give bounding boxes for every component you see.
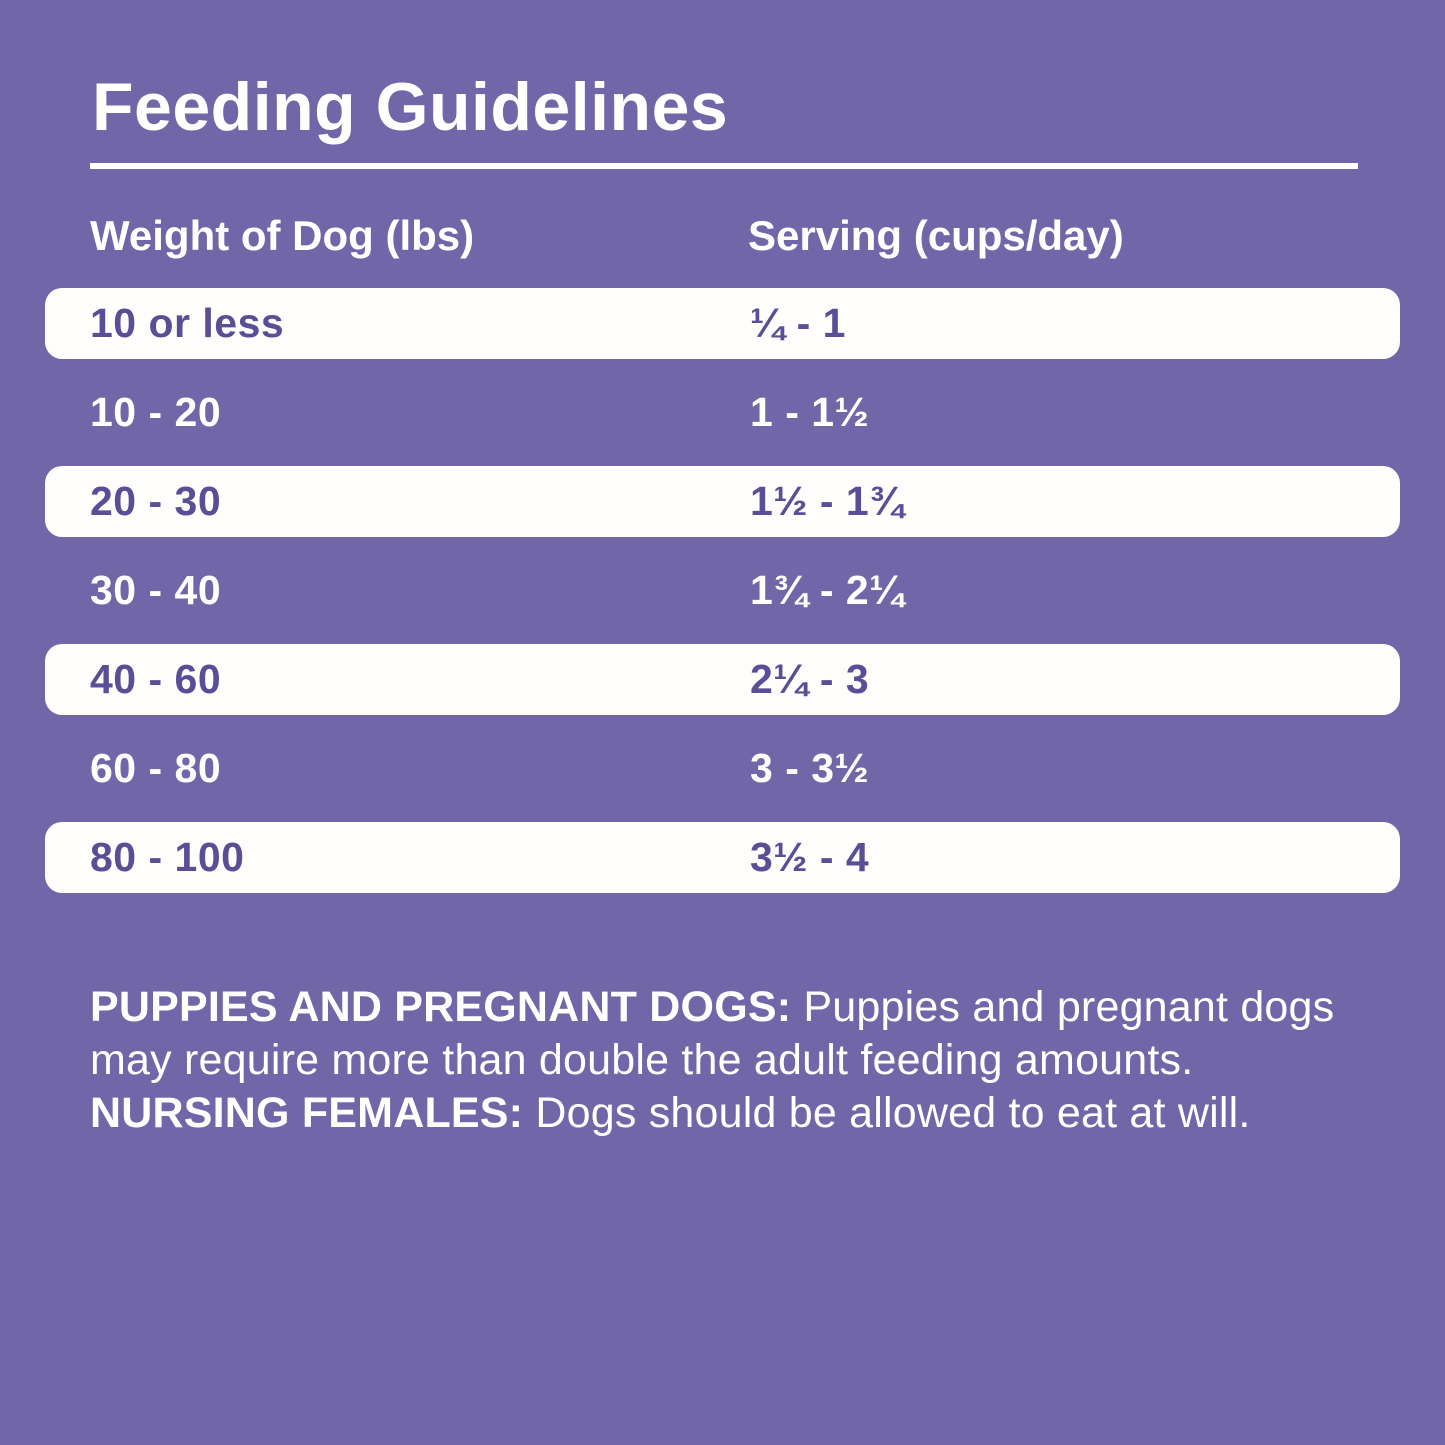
note-heading-segment: PUPPIES AND PREGNANT DOGS: xyxy=(90,983,804,1031)
table-row: 10 or less ¼ - 1 xyxy=(0,279,1445,368)
table-row: 10 - 20 1 - 1½ xyxy=(0,368,1445,457)
weight-cell: 40 - 60 xyxy=(90,656,222,702)
weight-cell: 80 - 100 xyxy=(90,834,245,880)
serving-cell: 3 - 3½ xyxy=(750,745,870,791)
serving-cell: 2¼ - 3 xyxy=(750,656,870,702)
table-row: 30 - 40 1¾ - 2¼ xyxy=(0,546,1445,635)
serving-cell: 3½ - 4 xyxy=(750,834,870,880)
column-header-weight: Weight of Dog (lbs) xyxy=(90,212,475,259)
table-header-row: Weight of Dog (lbs) Serving (cups/day) xyxy=(0,212,1445,262)
weight-cell: 30 - 40 xyxy=(90,567,222,613)
serving-cell: ¼ - 1 xyxy=(750,300,846,346)
serving-cell: 1½ - 1¾ xyxy=(750,478,904,524)
feeding-notes: PUPPIES AND PREGNANT DOGS: Puppies and p… xyxy=(90,981,1382,1140)
row-highlight-band xyxy=(45,466,1400,537)
row-highlight-band xyxy=(45,644,1400,715)
serving-cell: 1¾ - 2¼ xyxy=(750,567,904,613)
weight-cell: 10 - 20 xyxy=(90,389,222,435)
row-highlight-band xyxy=(45,822,1400,893)
serving-cell: 1 - 1½ xyxy=(750,389,870,435)
table-row: 20 - 30 1½ - 1¾ xyxy=(0,457,1445,546)
weight-cell: 20 - 30 xyxy=(90,478,222,524)
note-heading-segment: NURSING FEMALES: xyxy=(90,1089,536,1137)
row-highlight-band xyxy=(45,288,1400,359)
note-text-segment: Dogs should be allowed to eat at will. xyxy=(535,1089,1251,1137)
weight-cell: 10 or less xyxy=(90,300,285,346)
title-divider xyxy=(90,163,1358,169)
note-text-segment: Puppies and pregnant dogs may require mo… xyxy=(90,983,1335,1084)
table-row: 60 - 80 3 - 3½ xyxy=(0,724,1445,813)
table-row: 80 - 100 3½ - 4 xyxy=(0,813,1445,902)
weight-cell: 60 - 80 xyxy=(90,745,222,791)
page-title: Feeding Guidelines xyxy=(92,69,729,145)
table-row: 40 - 60 2¼ - 3 xyxy=(0,635,1445,724)
feeding-table: 10 or less ¼ - 1 10 - 20 1 - 1½ 20 - 30 … xyxy=(0,279,1445,902)
column-header-serving: Serving (cups/day) xyxy=(748,212,1124,259)
